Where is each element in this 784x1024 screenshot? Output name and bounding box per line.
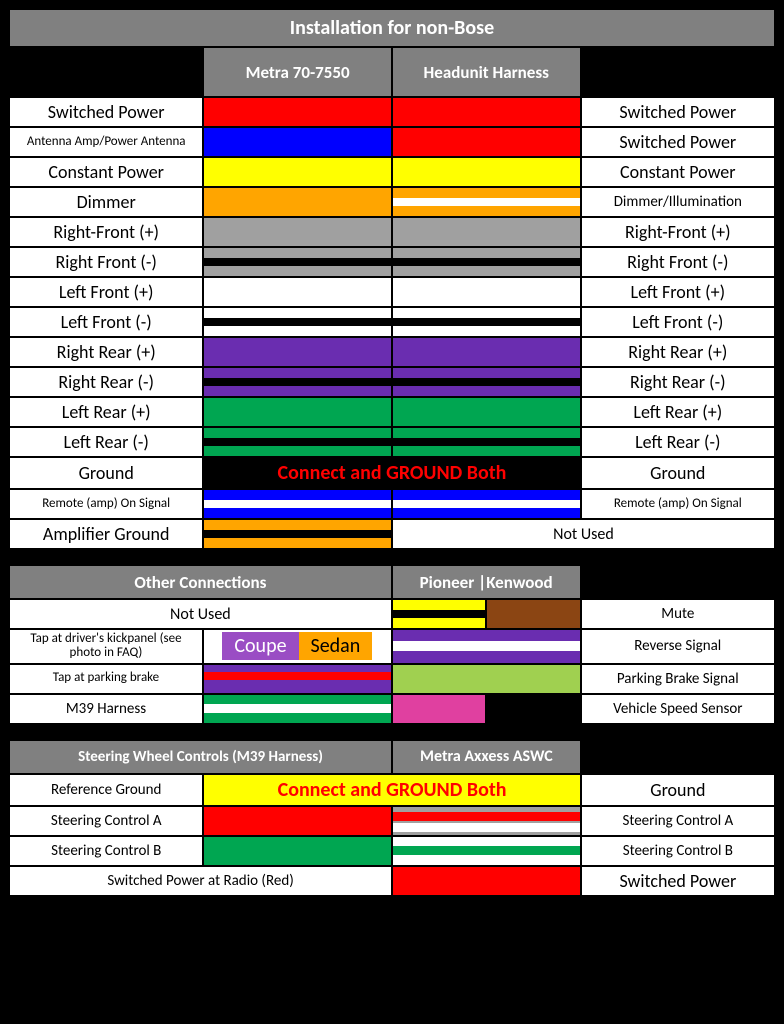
header-steering: Steering Wheel Controls (M39 Harness) [9,740,392,774]
wire-headunit [392,97,581,127]
title: Installation for non-Bose [9,9,775,47]
label-left: Switched Power [9,97,203,127]
col-header-headunit: Headunit Harness [392,47,581,97]
coupe-badge: Coupe [222,632,298,660]
header-pk: Pioneer |Kenwood [392,565,581,599]
header-other: Other Connections [9,565,392,599]
header-aswc: Metra Axxess ASWC [392,740,581,774]
not-used-cell: Not Used [392,519,775,549]
ground-both-cell: Connect and GROUND Both [203,457,580,489]
steering-table: Steering Wheel Controls (M39 Harness) Me… [8,739,776,897]
col-header-metra: Metra 70-7550 [203,47,391,97]
wire-metra [203,97,391,127]
other-connections-table: Other Connections Pioneer |Kenwood Not U… [8,564,776,725]
main-wiring-table: Installation for non-Bose Metra 70-7550 … [8,8,776,550]
label-right: Switched Power [581,97,775,127]
sedan-badge: Sedan [299,632,373,660]
